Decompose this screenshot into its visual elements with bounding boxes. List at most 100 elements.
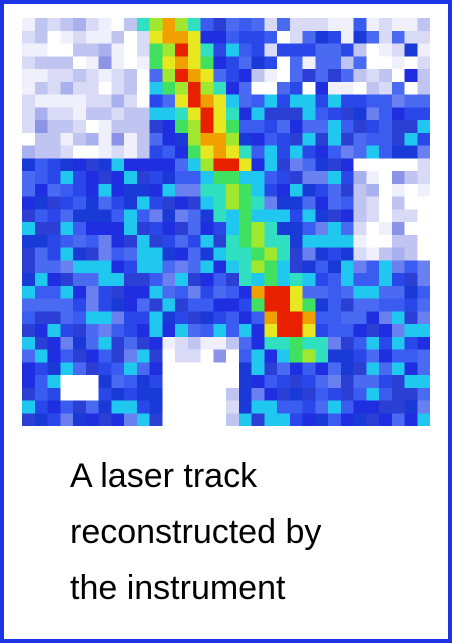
pixel [201,44,214,57]
pixel [252,388,265,401]
pixel [188,18,201,31]
pixel [354,375,367,388]
pixel [405,337,418,350]
pixel [264,184,277,197]
pixel [48,197,61,210]
pixel [366,18,379,31]
pixel [392,413,405,426]
pixel [239,299,252,312]
pixel [22,133,35,146]
pixel [213,222,226,235]
pixel [315,82,328,95]
pixel [22,107,35,120]
pixel [213,401,226,414]
pixel [328,146,341,159]
pixel [379,324,392,337]
pixel [35,311,48,324]
pixel [99,146,112,159]
pixel [405,222,418,235]
pixel [150,31,163,44]
pixel [315,107,328,120]
pixel [60,350,73,363]
pixel [303,171,316,184]
pixel [86,31,99,44]
pixel [239,260,252,273]
pixel [226,184,239,197]
pixel [315,413,328,426]
pixel [86,197,99,210]
pixel [328,44,341,57]
pixel [124,337,137,350]
pixel [111,56,124,69]
pixel [392,337,405,350]
pixel [405,18,418,31]
pixel [73,388,86,401]
pixel [354,18,367,31]
pixel [48,158,61,171]
pixel [379,158,392,171]
pixel [290,44,303,57]
pixel [86,95,99,108]
pixel [303,260,316,273]
pixel [379,184,392,197]
pixel [252,222,265,235]
pixel [22,286,35,299]
pixel [239,362,252,375]
pixel [22,18,35,31]
pixel [35,95,48,108]
pixel [188,146,201,159]
pixel [392,248,405,261]
pixel [226,350,239,363]
pixel [341,44,354,57]
pixel [226,401,239,414]
pixel [226,82,239,95]
pixel [405,388,418,401]
pixel [175,133,188,146]
pixel [366,337,379,350]
pixel [213,248,226,261]
pixel [303,388,316,401]
pixel [392,197,405,210]
pixel [35,56,48,69]
pixel [315,184,328,197]
pixel [366,158,379,171]
pixel [201,18,214,31]
pixel [137,260,150,273]
pixel [213,362,226,375]
pixel [328,260,341,273]
pixel [86,44,99,57]
pixel [188,44,201,57]
pixel [213,260,226,273]
pixel [366,69,379,82]
pixel [86,107,99,120]
pixel [226,222,239,235]
pixel [405,311,418,324]
pixel [213,82,226,95]
pixel [264,235,277,248]
pixel [201,248,214,261]
pixel [226,56,239,69]
pixel [73,69,86,82]
pixel [162,146,175,159]
pixel [405,82,418,95]
pixel [124,362,137,375]
pixel [252,235,265,248]
pixel [22,299,35,312]
pixel [124,197,137,210]
pixel [239,209,252,222]
pixel [405,31,418,44]
pixel [303,120,316,133]
pixel [86,388,99,401]
pixel [201,56,214,69]
pixel [239,95,252,108]
pixel [379,209,392,222]
pixel [252,273,265,286]
pixel [22,311,35,324]
pixel [22,171,35,184]
pixel [35,375,48,388]
pixel [379,146,392,159]
pixel [175,222,188,235]
pixel [99,324,112,337]
pixel [417,120,430,133]
pixel [392,401,405,414]
